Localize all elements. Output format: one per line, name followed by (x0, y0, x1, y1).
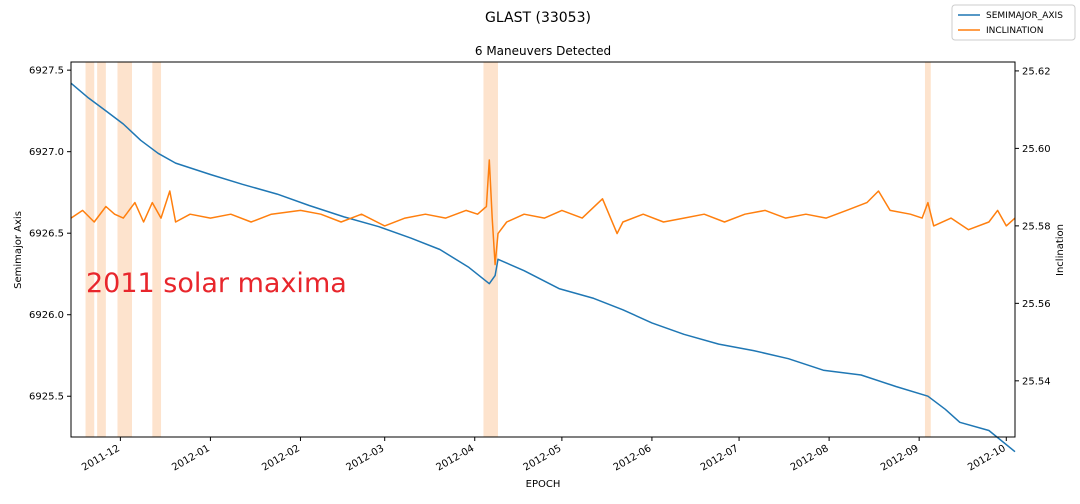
chart-suptitle: GLAST (33053) (485, 10, 591, 26)
x-tick-label: 2012-02 (260, 443, 302, 473)
maneuver-windows (85, 62, 931, 437)
y-left-tick-label: 6926.0 (29, 310, 64, 321)
legend-box (951, 4, 1076, 41)
y-left-tick-label: 6925.5 (29, 392, 64, 403)
legend: SEMIMAJOR_AXIS INCLINATION (951, 4, 1076, 41)
maneuver-window-6 (924, 62, 931, 437)
x-axis-label: EPOCH (526, 479, 561, 490)
y-right-tick-label: 25.62 (1022, 66, 1051, 77)
series-line-semimajor-axis (70, 82, 1016, 453)
legend-label-semimajor-axis: SEMIMAJOR_AXIS (986, 11, 1063, 21)
maneuver-window-4 (152, 62, 162, 437)
x-tick-label: 2012-06 (612, 443, 654, 473)
chart-title: 6 Maneuvers Detected (475, 44, 611, 58)
y-left-tick-label: 6927.0 (29, 147, 64, 158)
solar-maxima-annotation: 2011 solar maxima (86, 268, 347, 299)
y-right-tick-label: 25.56 (1022, 299, 1051, 310)
maneuver-window-3 (117, 62, 132, 437)
x-tick-label: 2012-03 (345, 443, 387, 473)
y-axis-left: 6925.5 6926.0 6926.5 6927.0 6927.5 (29, 66, 71, 403)
x-axis: 2011-12 2012-01 2012-02 2012-03 2012-04 2012-… (80, 437, 1008, 473)
x-tick-label: 2012-09 (879, 443, 921, 473)
x-tick-label: 2011-12 (80, 443, 122, 473)
x-tick-label: 2012-10 (966, 443, 1008, 473)
y-right-tick-label: 25.58 (1022, 221, 1051, 232)
maneuver-window-2 (97, 62, 106, 437)
legend-label-inclination: INCLINATION (986, 26, 1044, 36)
y-left-tick-label: 6926.5 (29, 229, 64, 240)
series-line-inclination (70, 159, 1016, 266)
y-axis-right: 25.54 25.56 25.58 25.60 25.62 (1015, 66, 1051, 387)
x-tick-label: 2012-01 (170, 443, 212, 473)
maneuver-window-1 (85, 62, 95, 437)
y-right-tick-label: 25.54 (1022, 376, 1051, 387)
y-right-tick-label: 25.60 (1022, 144, 1051, 155)
x-tick-label: 2012-08 (789, 443, 831, 473)
y-axis-right-label: Inclination (1055, 224, 1066, 276)
plot-frame (70, 61, 1016, 438)
y-left-tick-label: 6927.5 (29, 66, 64, 77)
x-tick-label: 2012-04 (435, 443, 477, 473)
x-tick-label: 2012-05 (522, 443, 564, 473)
series-lines (70, 82, 1016, 453)
y-axis-left-label: Semimajor Axis (13, 211, 24, 289)
maneuver-window-5 (483, 62, 498, 437)
x-tick-label: 2012-07 (699, 443, 741, 473)
